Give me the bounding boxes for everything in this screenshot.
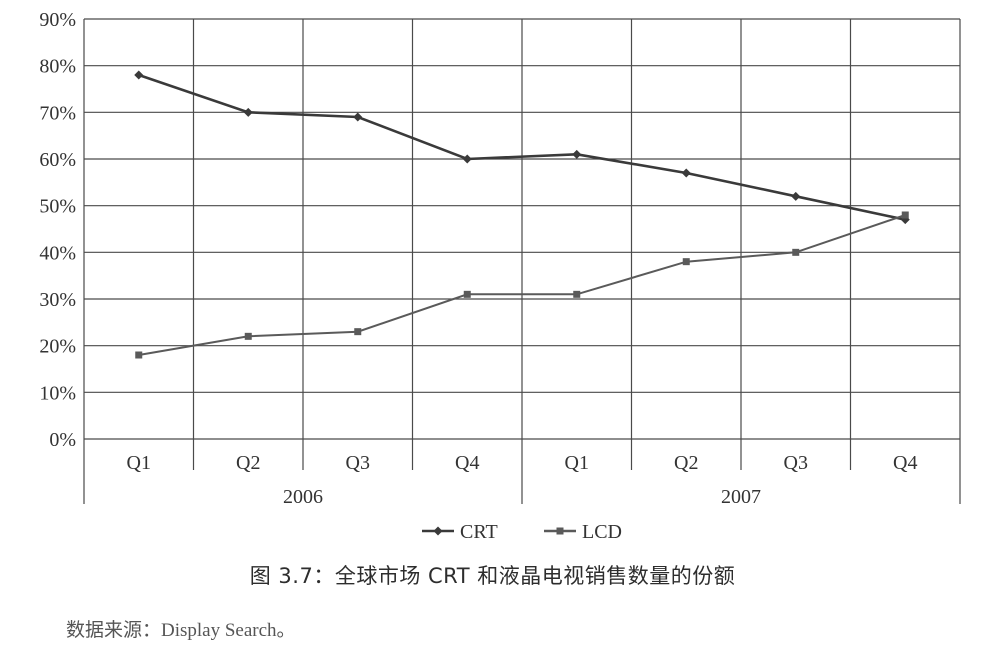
x-group-label: 2007: [721, 486, 761, 508]
data-point-crt: [572, 149, 582, 159]
y-tick-label: 50%: [39, 196, 76, 218]
data-point-lcd: [682, 258, 690, 266]
y-tick-label: 20%: [39, 336, 76, 358]
chart-legend: CRT LCD: [422, 521, 622, 543]
data-source-note: 数据来源：Display Search。: [66, 620, 296, 641]
data-point-lcd: [792, 248, 800, 256]
y-tick-label: 40%: [39, 242, 76, 264]
x-tick-label: Q4: [893, 452, 917, 474]
x-tick-label: Q4: [455, 452, 479, 474]
x-tick-label: Q3: [784, 452, 808, 474]
x-tick-label: Q2: [236, 452, 260, 474]
y-tick-label: 30%: [39, 289, 76, 311]
legend-marker-lcd: [556, 527, 564, 535]
legend-marker-crt: [433, 526, 443, 536]
legend-label-lcd: LCD: [582, 521, 622, 543]
data-point-crt: [243, 107, 253, 117]
data-point-lcd: [244, 332, 252, 340]
x-tick-label: Q1: [127, 452, 151, 474]
chart-series: [134, 70, 910, 359]
y-tick-label: 70%: [39, 102, 76, 124]
y-tick-label: 80%: [39, 56, 76, 78]
series-line-crt: [138, 73, 906, 221]
data-point-lcd: [354, 328, 362, 336]
y-tick-label: 90%: [39, 9, 76, 31]
data-point-crt: [353, 112, 363, 122]
series-line-lcd: [138, 214, 906, 356]
x-tick-label: Q3: [346, 452, 370, 474]
data-point-crt: [791, 191, 801, 201]
data-point-lcd: [463, 290, 471, 298]
data-point-crt: [134, 70, 144, 80]
y-tick-label: 0%: [49, 429, 76, 451]
chart-grid: [83, 18, 961, 440]
data-point-crt: [462, 154, 472, 164]
chart-axes: 0% 10% 20% 30% 40% 50% 60% 70% 80% 90% Q1 Q2 Q3 Q4 Q1 Q…: [39, 9, 961, 508]
data-point-lcd: [135, 351, 143, 359]
data-point-lcd: [573, 290, 581, 298]
x-tick-label: Q1: [565, 452, 589, 474]
x-group-label: 2006: [283, 486, 323, 508]
y-tick-label: 10%: [39, 382, 76, 404]
x-tick-label: Q2: [674, 452, 698, 474]
data-point-lcd: [901, 211, 909, 219]
legend-label-crt: CRT: [460, 521, 498, 543]
data-point-crt: [681, 168, 691, 178]
figure-caption: 图 3.7：全球市场 CRT 和液晶电视销售数量的份额: [249, 564, 736, 588]
y-tick-label: 60%: [39, 149, 76, 171]
